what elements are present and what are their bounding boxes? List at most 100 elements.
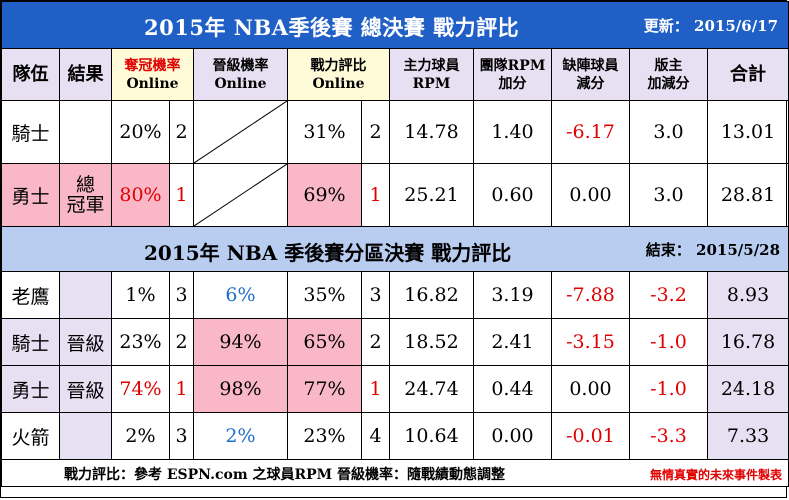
power-rank: 1 [361,365,390,413]
champ-pct: 20% [111,100,170,164]
missing-value: -3.15 [551,318,630,366]
power-pct: 77% [287,365,362,413]
missing-value: -7.88 [551,271,630,319]
team-name: 騎士 [1,100,60,164]
owner-value: -3.3 [629,412,708,460]
power-rank: 4 [361,412,390,460]
conf-title-bar: 2015年 NBA 季後賽分區決賽 戰力評比 結束： 2015/5/28 [0,226,789,272]
champ-pct: 80% [111,163,170,227]
header-power-rating: 戰力評比 Online [287,48,390,101]
result-cell: 晉級 [59,318,112,366]
main-rpm: 18.52 [389,318,474,366]
main-rpm: 10.64 [389,412,474,460]
champ-rank: 2 [169,100,194,164]
owner-value: -3.2 [629,271,708,319]
result-cell [59,100,112,164]
team-rpm: 1.40 [473,100,552,164]
missing-value: -0.01 [551,412,630,460]
champ-pct: 74% [111,365,170,413]
footer-note: 戰力評比：參考 ESPN.com 之球員RPM 晉級機率：隨戰績動態調整 [64,467,506,483]
team-rpm: 0.00 [473,412,552,460]
advance-pct: 2% [193,412,288,460]
owner-value: -1.0 [629,365,708,413]
result-cell: 總冠軍 [59,163,112,227]
table-row: 老鷹 1% 3 6% 35% 3 16.82 3.19 -7.88 -3.2 8… [1,271,789,319]
power-rank: 1 [361,163,390,227]
footer-credit: 無情真實的未來事件製表 [650,468,783,482]
header-main-rpm: 主力球員 RPM [389,48,474,101]
main-rpm: 25.21 [389,163,474,227]
missing-value: 0.00 [551,365,630,413]
result-cell [59,412,112,460]
advance-na-cell [193,163,288,227]
header-champ-prob: 奪冠機率 Online [111,48,194,101]
main-rpm: 14.78 [389,100,474,164]
result-cell [59,271,112,319]
power-rating-table: 2015年 NBA季後賽 總決賽 戰力評比 更新： 2015/6/17 隊伍 結… [0,1,789,487]
header-result: 結果 [59,48,112,101]
champ-pct: 23% [111,318,170,366]
header-advance-prob: 晉級機率 Online [193,48,288,101]
conf-title: 2015年 NBA 季後賽分區決賽 戰力評比 [144,241,512,265]
team-name: 勇士 [1,163,60,227]
table-row: 火箭 2% 3 2% 23% 4 10.64 0.00 -0.01 -3.3 7… [1,412,789,460]
owner-value: -1.0 [629,318,708,366]
advance-pct: 94% [193,318,288,366]
missing-value: 0.00 [551,163,630,227]
team-name: 老鷹 [1,271,60,319]
header-missing: 缺陣球員 減分 [551,48,630,101]
team-rpm: 2.41 [473,318,552,366]
total-value: 28.81 [706,163,789,227]
power-rank: 3 [361,271,390,319]
power-rank: 2 [361,318,390,366]
total-value: 24.18 [706,365,789,413]
champ-rank: 3 [169,412,194,460]
header-owner: 版主 加減分 [629,48,708,101]
team-name: 勇士 [1,365,60,413]
power-rank: 2 [361,100,390,164]
table-row: 勇士 晉級 74% 1 98% 77% 1 24.74 0.44 0.00 -1… [1,365,789,413]
advance-pct: 98% [193,365,288,413]
header-team: 隊伍 [1,48,60,101]
total-value: 8.93 [706,271,789,319]
total-value: 13.01 [706,100,789,164]
champ-rank: 2 [169,318,194,366]
update-stamp: 更新： 2015/6/17 [643,17,779,35]
owner-value: 3.0 [629,100,708,164]
team-rpm: 0.44 [473,365,552,413]
header-team-rpm: 團隊RPM 加分 [473,48,552,101]
footer-bar: 戰力評比：參考 ESPN.com 之球員RPM 晉級機率：隨戰績動態調整 無情真… [0,459,789,487]
missing-value: -6.17 [551,100,630,164]
table-row: 騎士 晉級 23% 2 94% 65% 2 18.52 2.41 -3.15 -… [1,318,789,366]
table-row: 勇士 總冠軍 80% 1 69% 1 25.21 0.60 0.00 3.0 2… [1,163,789,227]
champ-pct: 1% [111,271,170,319]
power-pct: 31% [287,100,362,164]
team-name: 火箭 [1,412,60,460]
finals-title-bar: 2015年 NBA季後賽 總決賽 戰力評比 更新： 2015/6/17 [0,1,789,49]
champ-rank: 3 [169,271,194,319]
owner-value: 3.0 [629,163,708,227]
team-rpm: 3.19 [473,271,552,319]
champ-rank: 1 [169,365,194,413]
finals-title: 2015年 NBA季後賽 總決賽 戰力評比 [144,15,520,40]
total-value: 16.78 [706,318,789,366]
power-pct: 69% [287,163,362,227]
advance-na-cell [193,100,288,164]
main-rpm: 24.74 [389,365,474,413]
power-pct: 35% [287,271,362,319]
header-total: 合計 [706,48,789,101]
header-row: 隊伍 結果 奪冠機率 Online 晉級機率 Online 戰力評比 Online 主… [1,48,789,101]
table-row: 騎士 20% 2 31% 2 14.78 1.40 -6.17 3.0 13.0… [1,100,789,164]
champ-pct: 2% [111,412,170,460]
team-rpm: 0.60 [473,163,552,227]
champ-rank: 1 [169,163,194,227]
result-cell: 晉級 [59,365,112,413]
total-value: 7.33 [706,412,789,460]
team-name: 騎士 [1,318,60,366]
advance-pct: 6% [193,271,288,319]
power-pct: 23% [287,412,362,460]
power-pct: 65% [287,318,362,366]
end-stamp: 結束： 2015/5/28 [645,241,781,259]
main-rpm: 16.82 [389,271,474,319]
